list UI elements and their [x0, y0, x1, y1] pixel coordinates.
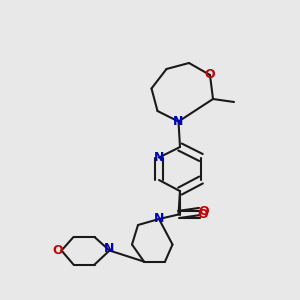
Text: N: N [173, 115, 184, 128]
Text: N: N [154, 151, 164, 164]
Text: N: N [104, 242, 115, 256]
Text: O: O [198, 205, 209, 218]
Text: O: O [205, 68, 215, 82]
Text: O: O [52, 244, 63, 257]
Text: N: N [154, 212, 164, 226]
Text: O: O [198, 208, 208, 221]
